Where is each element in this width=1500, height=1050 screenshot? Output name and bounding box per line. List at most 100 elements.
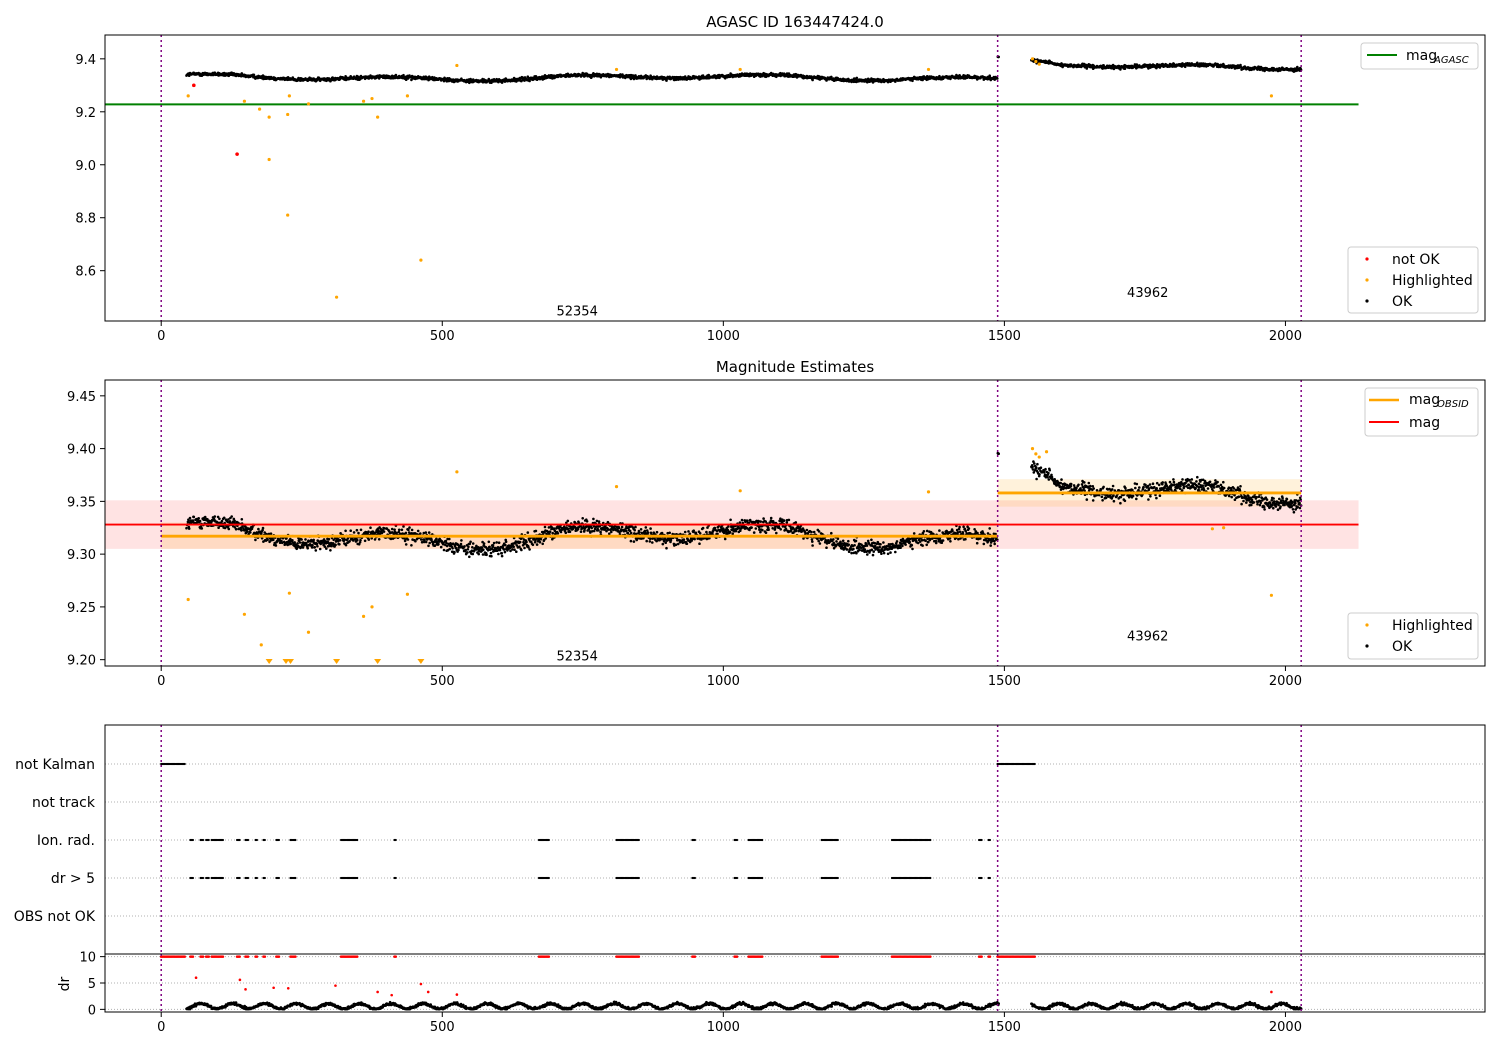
ok-point [482,548,485,551]
ok-point [949,540,952,543]
ok-point [363,539,367,543]
ok-point [377,538,381,541]
ok-point [649,527,652,530]
ok-point [460,539,463,542]
ok-point [938,529,941,532]
ok-point [491,544,495,547]
ok-point [291,539,294,542]
ok-point [252,73,256,77]
x-tick-label: 1500 [988,329,1021,344]
ok-point [882,541,885,544]
ok-point [769,516,773,520]
ok-point [538,540,542,544]
ok-point [1091,499,1095,502]
ok-point [338,539,342,542]
ok-point [260,532,263,536]
ok-point [645,539,648,543]
ok-point [629,531,633,535]
ok-point [1047,478,1051,481]
ok-point [471,552,475,556]
ok-point [886,552,890,556]
ok-point [448,547,452,551]
ok-point [1080,483,1084,486]
ok-point [1050,475,1054,479]
highlighted-point [334,295,339,299]
ok-point [1087,481,1091,485]
ok-point [811,544,814,547]
ok-point [646,531,650,534]
ok-point [500,554,504,558]
ok-point [543,525,547,529]
ok-point [1102,485,1105,489]
ok-point [682,538,686,541]
ok-point [453,550,456,554]
ok-point [482,542,486,545]
ok-point [729,518,732,522]
ok-point [659,538,663,541]
ok-point [779,528,782,531]
ok-point [767,528,770,531]
ok-point [298,541,302,544]
ok-point [617,526,621,530]
ok-point [683,530,687,534]
ok-point [564,531,568,535]
ok-point [1131,488,1134,492]
x-tick-label: 0 [157,329,165,344]
ok-point [466,551,469,554]
ok-point [318,547,322,551]
ok-point [873,544,877,548]
ok-point [688,532,692,536]
ok-point [504,540,508,543]
ok-point [471,542,475,545]
ok-point [1131,494,1135,498]
highlighted-point [361,99,366,103]
ok-point [597,529,600,532]
ok-point [794,521,798,524]
ok-point [775,531,778,535]
highlighted-point [1034,59,1038,64]
ok-point [634,525,637,529]
ok-point [781,525,785,528]
ok-point [911,547,914,551]
ok-point [870,538,873,542]
ok-point [535,543,539,546]
panel-agasc-mag: AGASC ID 163447424.0 8.68.89.09.29.4 0 50… [75,13,1486,344]
ok-point [369,526,372,529]
ok-point [1112,499,1116,503]
ok-point [901,544,904,548]
legend-label: Highlighted [1392,273,1473,289]
ok-point [531,543,535,547]
ok-point [338,543,341,546]
ok-point [1100,495,1104,499]
ok-point [592,517,595,521]
ok-point [754,527,758,530]
ok-point [894,550,897,554]
ok-point [428,541,432,545]
ok-point [810,538,814,541]
ok-point [1059,481,1062,485]
ok-point [975,541,979,545]
ok-point [648,540,652,543]
ok-point [382,530,386,533]
highlighted-point [376,115,380,119]
highlighted-point [614,67,619,72]
ok-point [818,542,822,545]
ok-point [349,529,353,532]
ok-point [871,553,875,557]
ok-point [240,518,244,521]
ok-point [257,527,260,531]
ok-point [638,530,641,534]
chart-title: Magnitude Estimates [716,358,874,376]
ok-point [1112,494,1115,497]
ok-point [784,527,788,531]
ok-point [904,543,907,546]
ok-point [495,541,499,544]
y-tick-label: 9.2 [75,106,96,121]
ok-point [344,529,347,533]
y-tick-label: 8.8 [75,212,96,227]
ok-point [213,515,217,518]
ok-point [548,530,552,533]
ok-point [1135,497,1138,501]
ok-point [794,529,798,532]
